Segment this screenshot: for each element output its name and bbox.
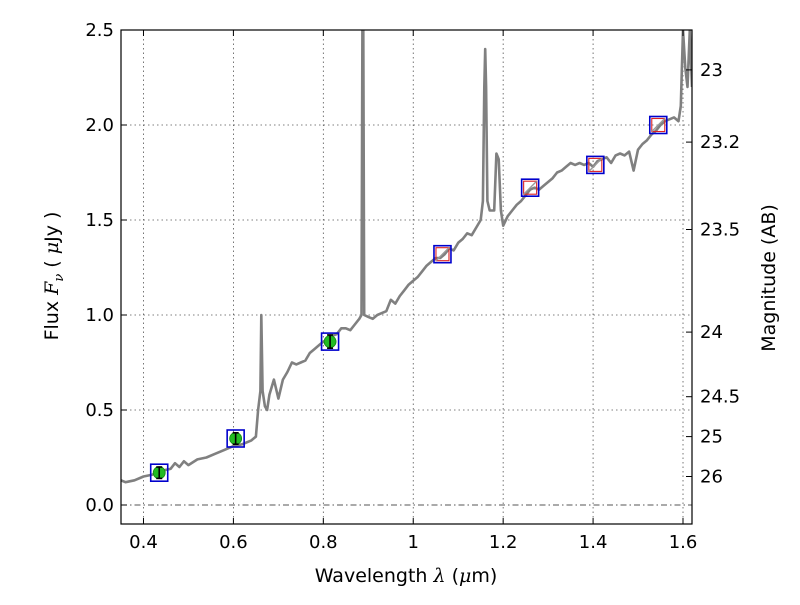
- upper-limit-box: [588, 157, 603, 172]
- photometry-points: [149, 115, 668, 483]
- x-axis-title: Wavelength λ (μm): [315, 565, 498, 587]
- model-photometry-marker: [226, 429, 245, 448]
- upper-limit-diagonal: [588, 157, 603, 172]
- y-tick-label: 2.0: [85, 115, 114, 136]
- right-tick-label: 24.5: [700, 387, 740, 408]
- upper-limit-box: [651, 117, 666, 133]
- x-tick-label: 0.8: [309, 532, 338, 553]
- upper-limit-marker: [651, 117, 666, 133]
- x-tick-label: 1.2: [489, 532, 518, 553]
- y-tick-label: 1.0: [85, 305, 114, 326]
- plot-frame: [120, 29, 693, 525]
- detection-marker: [152, 466, 166, 480]
- upper-limit-box: [435, 247, 450, 262]
- model-spectrum: [121, 30, 692, 484]
- grid-lines: [121, 29, 692, 524]
- right-tick-label: 24: [700, 322, 723, 343]
- x-tick-label: 1.4: [579, 532, 608, 553]
- upper-limit-diagonal: [523, 180, 538, 195]
- model-photometry-marker: [149, 463, 169, 483]
- axis-ticks: 0.4 0.6 0.8 1 1.2 1.4 1.6 0.0 0.5 1.0 1.5 2.0 2.5 23 2…: [85, 20, 740, 553]
- right-tick-label: 25: [700, 427, 723, 448]
- upper-limit-marker: [588, 157, 603, 172]
- y-axis-title: Flux Fν ( μJy ): [41, 212, 67, 341]
- model-photometry-marker: [520, 178, 540, 197]
- upper-limit-diagonal: [651, 118, 666, 132]
- y-tick-label: 0.0: [85, 495, 114, 516]
- upper-limit-marker: [523, 180, 538, 195]
- upper-limit-diagonal: [435, 247, 450, 262]
- x-tick-label: 1: [408, 532, 419, 553]
- x-tick-label: 1.6: [669, 532, 698, 553]
- upper-limit-box: [523, 180, 538, 195]
- right-tick-label: 23: [700, 60, 723, 81]
- y-tick-label: 0.5: [85, 400, 114, 421]
- y-tick-label: 1.5: [85, 210, 114, 231]
- model-photometry-marker: [648, 115, 668, 135]
- model-photometry-marker: [433, 244, 452, 264]
- detection-marker: [323, 334, 337, 350]
- model-photometry-marker: [320, 332, 340, 351]
- upper-limit-marker: [435, 247, 450, 262]
- model-photometry-marker: [586, 155, 605, 175]
- right-tick-label: 26: [700, 467, 723, 488]
- x-tick-label: 0.6: [219, 532, 248, 553]
- spectrum-line: [121, 30, 692, 484]
- x-tick-label: 0.4: [129, 532, 158, 553]
- right-tick-label: 23.2: [700, 132, 740, 153]
- right-tick-label: 23.5: [700, 220, 740, 241]
- y-tick-label: 2.5: [85, 20, 114, 41]
- right-axis-title: Magnitude (AB): [758, 204, 780, 352]
- detection-marker: [229, 431, 243, 446]
